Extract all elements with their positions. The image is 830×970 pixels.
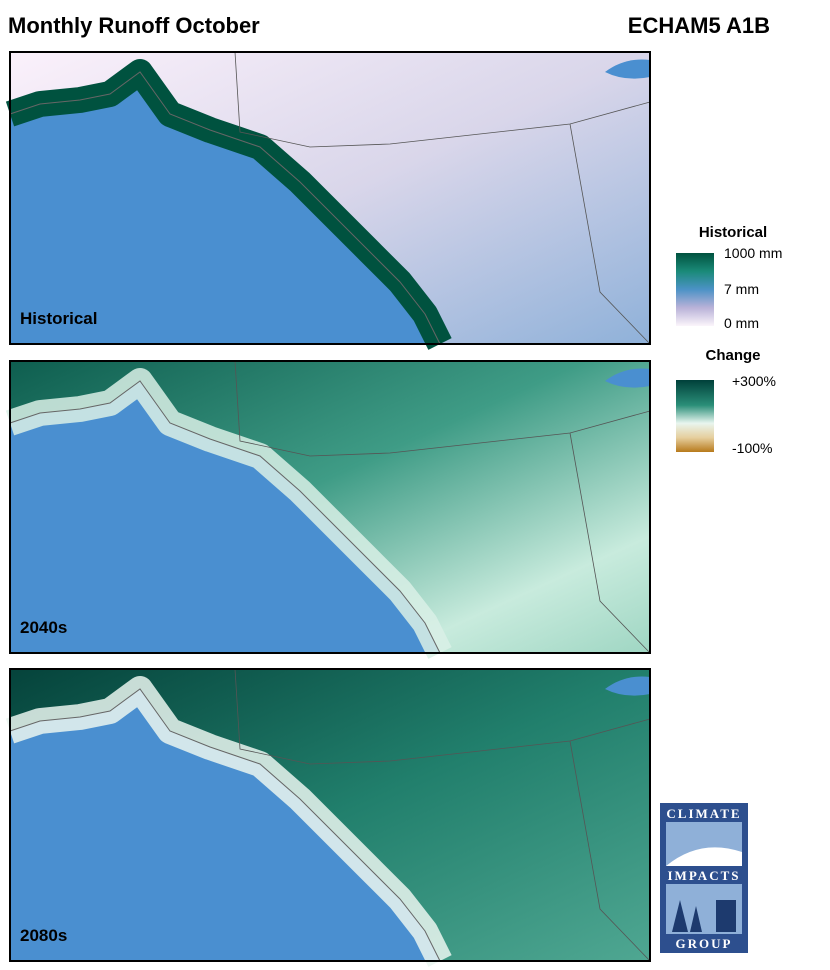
panel-frame (9, 668, 651, 962)
lake (605, 368, 650, 388)
coastline (9, 71, 441, 345)
logo-text: CLIMATE (666, 806, 741, 821)
panel-label: 2080s (20, 926, 67, 945)
legend-title: Change (705, 347, 760, 364)
legend-label: 0 mm (724, 315, 759, 331)
panel-frame (9, 51, 651, 345)
panel-label: 2040s (20, 618, 67, 637)
map-panel: 2040s (5, 360, 651, 659)
legend-gradient (676, 253, 714, 326)
model: ECHAM5 A1B (628, 13, 770, 38)
panel-label: Historical (20, 309, 97, 328)
legend-label: 7 mm (724, 281, 759, 297)
logo: CLIMATE IMPACTS GROUP (660, 803, 748, 953)
title: Monthly Runoff October (8, 13, 260, 38)
legend-title: Historical (699, 224, 767, 241)
panels: Historical 2040s 2080s (5, 51, 651, 967)
logo-text: IMPACTS (668, 868, 741, 883)
map-panel: Historical (5, 51, 651, 350)
lake (605, 676, 650, 696)
legend-gradient (676, 380, 714, 452)
border (569, 740, 651, 962)
coastline (9, 380, 441, 654)
border (569, 432, 651, 654)
border (234, 668, 651, 765)
map-panel: 2080s (5, 668, 651, 967)
border (234, 51, 651, 148)
legend-label: +300% (732, 373, 776, 389)
coastline (9, 688, 441, 962)
lake (605, 59, 650, 79)
border (569, 123, 651, 345)
logo-text: GROUP (676, 936, 733, 951)
border (234, 360, 651, 457)
legend-label: 1000 mm (724, 245, 782, 261)
legend-label: -100% (732, 440, 772, 456)
panel-frame (9, 360, 651, 654)
